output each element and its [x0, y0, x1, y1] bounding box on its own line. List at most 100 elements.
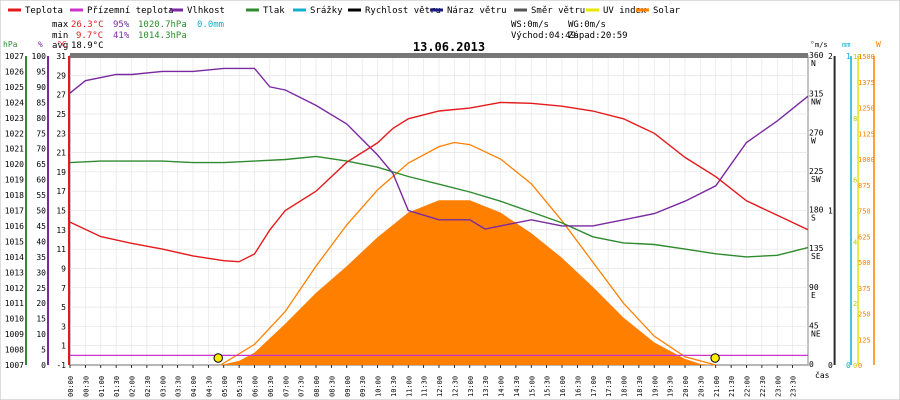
wind-direction-tick: 315 — [809, 90, 824, 99]
legend-label: Tlak — [263, 6, 285, 16]
solar-max-line — [220, 141, 716, 366]
time-tick: 03:30 — [175, 376, 183, 397]
temperature-tick: 31 — [56, 52, 66, 61]
solar-tick: 1250 — [858, 105, 875, 113]
temperature-tick: 11 — [56, 245, 66, 254]
stats-max-press: 1020.7hPa — [138, 20, 187, 30]
sunrise-marker — [213, 353, 223, 363]
chart-title: 13.06.2013 — [413, 40, 485, 54]
stats-avg-temp: 18.9°C — [71, 41, 104, 51]
time-tick: 08:00 — [313, 376, 321, 397]
humidity-tick: 0 — [41, 361, 46, 370]
time-tick: 06:00 — [252, 376, 260, 397]
humidity-tick: 50 — [36, 207, 46, 216]
pressure-tick: 1020 — [5, 160, 24, 169]
pressure-tick: 1009 — [5, 330, 24, 339]
legend-label: Solar — [653, 6, 681, 16]
sunset-marker — [710, 353, 720, 363]
pressure-tick: 1010 — [5, 315, 24, 324]
time-tick: 00:00 — [67, 376, 75, 397]
pressure-tick: 1015 — [5, 237, 24, 246]
pressure-tick: 1012 — [5, 284, 24, 293]
pressure-tick: 1023 — [5, 114, 24, 123]
pressure-tick: 1013 — [5, 268, 24, 277]
time-tick: 02:00 — [129, 376, 137, 397]
humidity-tick: 5 — [41, 346, 46, 355]
legend-label: Teplota — [25, 6, 63, 16]
time-tick: 06:30 — [267, 376, 275, 397]
uv-tick: 8 — [853, 115, 857, 123]
stats-min-label: min — [52, 31, 68, 41]
title-bar-strip — [70, 53, 808, 58]
solar-tick: 750 — [858, 208, 871, 216]
pressure-tick: 1008 — [5, 346, 24, 355]
axes: 1027102610251024102310221021102010191018… — [5, 51, 875, 370]
uv-tick: 2 — [853, 300, 857, 308]
temperature-tick: 29 — [56, 71, 66, 80]
wind-direction-label: NW — [811, 98, 821, 107]
wind-direction-tick: 225 — [809, 167, 824, 176]
temperature-tick: 3 — [61, 322, 66, 331]
pressure-tick: 1019 — [5, 176, 24, 185]
time-tick: 17:30 — [605, 376, 613, 397]
solar-tick: 125 — [858, 336, 871, 344]
pressure-tick: 1011 — [5, 299, 24, 308]
time-tick: 08:30 — [328, 376, 336, 397]
wind-direction-tick: 270 — [809, 128, 824, 137]
time-tick: 13:30 — [482, 376, 490, 397]
humidity-unit: % — [38, 40, 43, 49]
solar-tick: 1125 — [858, 130, 875, 138]
rain-tick: 1 — [846, 52, 851, 61]
humidity-tick: 80 — [36, 114, 46, 123]
solar-tick: 0 — [858, 362, 862, 370]
pressure-unit: hPa — [3, 40, 18, 49]
humidity-tick: 55 — [36, 191, 46, 200]
humidity-tick: 45 — [36, 222, 46, 231]
wind-direction-tick: 180 — [809, 206, 824, 215]
humidity-tick: 30 — [36, 268, 46, 277]
time-tick: 20:30 — [697, 376, 705, 397]
humidity-tick: 35 — [36, 253, 46, 262]
date-title-bar: 13.06.2013 — [70, 40, 808, 58]
time-tick: 04:30 — [205, 376, 213, 397]
wind-direction-label: W — [811, 136, 816, 145]
time-tick: 15:30 — [544, 376, 552, 397]
time-tick: 05:00 — [221, 376, 229, 397]
solar-tick: 625 — [858, 233, 871, 241]
solar-area — [220, 200, 716, 365]
humidity-tick: 25 — [36, 284, 46, 293]
wind-direction-tick: 90 — [809, 283, 819, 292]
time-tick: 20:00 — [682, 376, 690, 397]
rain-tick: 0 — [846, 361, 851, 370]
humidity-tick: 20 — [36, 299, 46, 308]
pressure-line — [69, 155, 809, 258]
time-tick: 18:00 — [621, 376, 629, 397]
wind-speed-tick: 0 — [828, 361, 833, 370]
wind-speed-unit: m/s — [815, 41, 828, 49]
humidity-tick: 85 — [36, 98, 46, 107]
temperature-tick: 9 — [61, 264, 66, 273]
stats-max-temp: 26.3°C — [71, 20, 104, 30]
temperature-tick: 25 — [56, 110, 66, 119]
temperature-tick: -1 — [56, 361, 66, 370]
time-tick: 22:30 — [759, 376, 767, 397]
wind-direction-tick: 360 — [809, 51, 824, 60]
time-tick: 07:00 — [282, 376, 290, 397]
temperature-tick: 1 — [61, 342, 66, 351]
solar-tick: 1375 — [858, 79, 875, 87]
uv-tick: 10 — [853, 53, 861, 61]
stats-min-press: 1014.3hPa — [138, 31, 187, 41]
rain-unit: mm — [842, 41, 850, 49]
time-tick: 09:00 — [344, 376, 352, 397]
solar-tick: 500 — [858, 259, 871, 267]
time-tick: 01:00 — [98, 376, 106, 397]
solar-tick: 1000 — [858, 156, 875, 164]
legend-label: UV index — [603, 6, 647, 16]
pressure-tick: 1018 — [5, 191, 24, 200]
stats-wg: WG:0m/s — [568, 20, 606, 30]
solar-tick: 875 — [858, 182, 871, 190]
series-lines — [69, 67, 809, 363]
wind-direction-unit: ° — [810, 40, 815, 49]
stats-min-hum: 41% — [113, 31, 130, 41]
